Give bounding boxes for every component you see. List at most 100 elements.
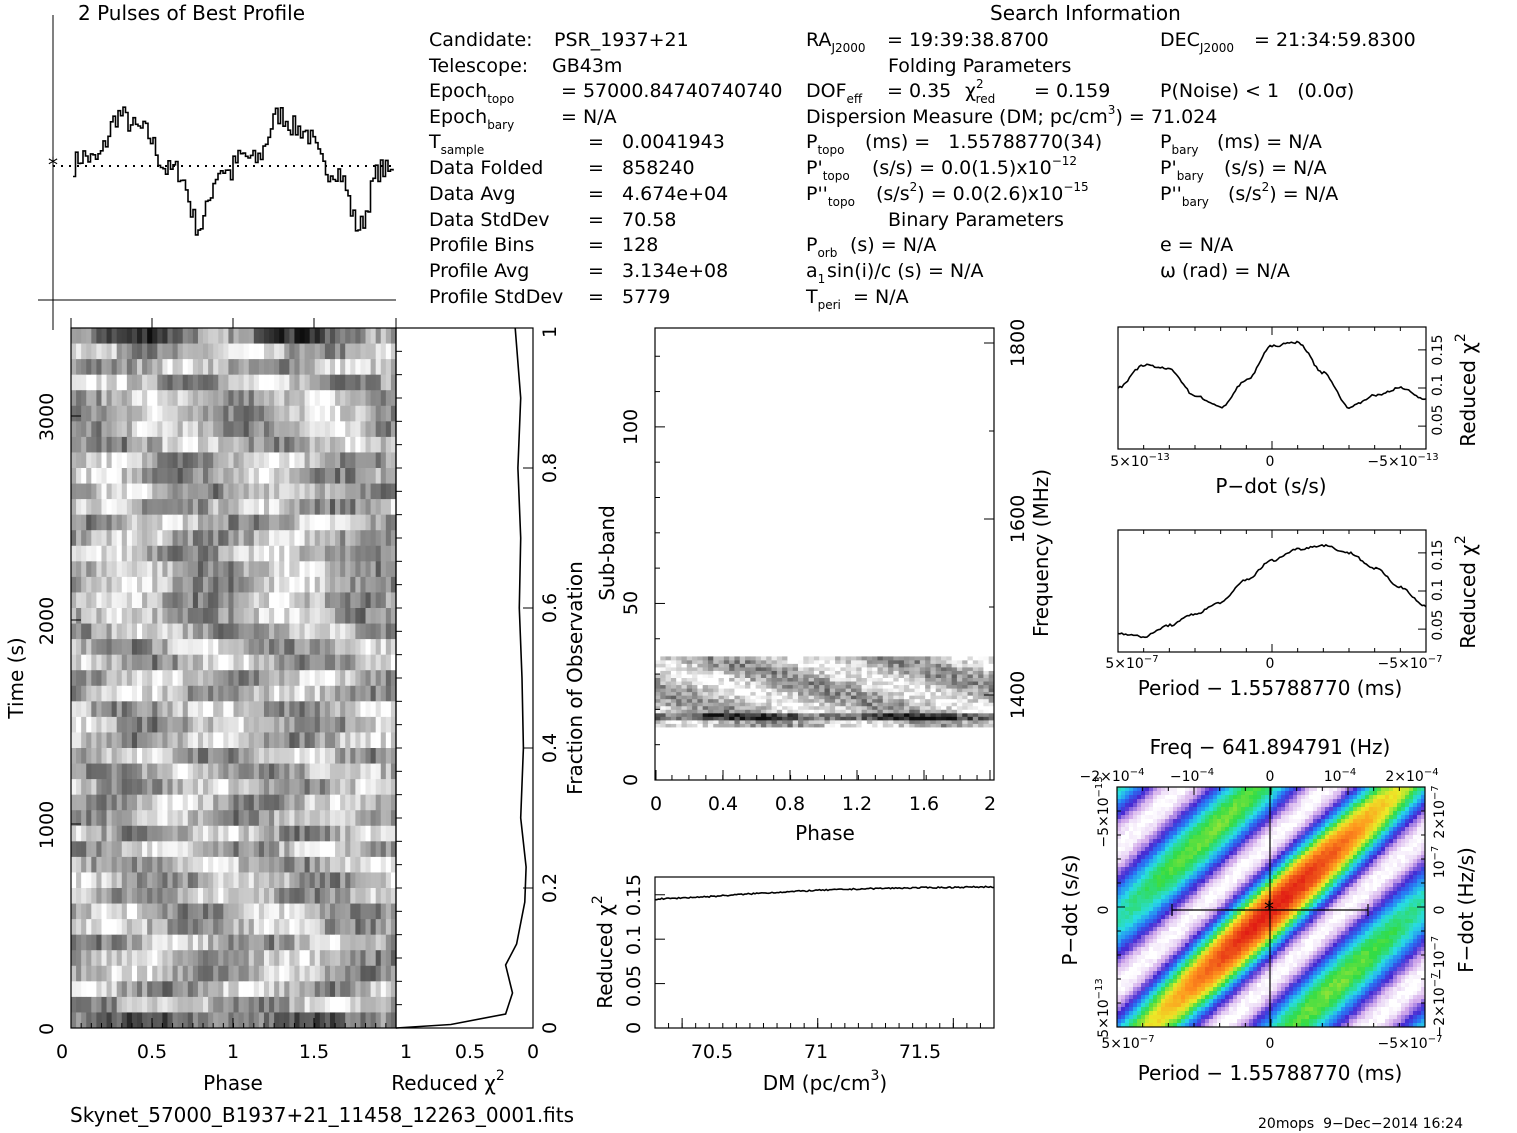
pt-cell	[106, 950, 113, 967]
pt-cell	[253, 468, 260, 484]
pt-cell	[345, 779, 351, 796]
pt-cell	[335, 499, 341, 516]
pt-cell	[370, 981, 377, 998]
ppp-cell	[1329, 799, 1334, 804]
pt-cell	[238, 810, 245, 827]
pt-cell	[345, 903, 351, 920]
pt-cell	[192, 374, 199, 391]
ppp-cell	[1349, 787, 1354, 792]
pt-cell	[131, 514, 138, 531]
sb-cell	[766, 719, 772, 724]
ppp-cell	[1337, 803, 1342, 808]
pt-cell	[106, 981, 113, 998]
pt-cell	[375, 763, 382, 780]
epoch-topo-value: = 57000.84740740740	[561, 80, 782, 102]
pt-cell	[365, 405, 372, 422]
pt-cell	[162, 841, 168, 858]
pt-cell	[177, 483, 184, 500]
pt-cell	[258, 576, 265, 593]
sb-cell	[787, 681, 794, 686]
sb-cell	[909, 667, 915, 671]
pt-cell	[279, 343, 285, 360]
pt-cell	[86, 328, 92, 344]
ppp-cell	[1205, 803, 1210, 808]
ppp-cell	[1345, 787, 1350, 792]
sb-cell	[861, 684, 868, 689]
sb-cell	[745, 695, 751, 700]
pt-cell	[355, 499, 361, 516]
sb-cell	[670, 667, 677, 671]
pt-cell	[263, 530, 270, 547]
pt-cell	[203, 981, 209, 998]
sb-cell	[776, 712, 783, 717]
sb-cell	[988, 688, 995, 693]
pt-cell	[152, 468, 158, 484]
pt-cell	[299, 436, 305, 453]
pt-cell	[258, 841, 265, 858]
pt-cell	[304, 888, 311, 904]
pt-cell	[131, 343, 138, 360]
pt-cell	[243, 1012, 250, 1029]
pt-cell	[86, 670, 92, 687]
sb-cell	[914, 688, 921, 693]
pt-cell	[142, 654, 148, 671]
pt-cell	[309, 841, 316, 858]
sb-cell	[840, 663, 847, 668]
pt-cell	[253, 996, 260, 1013]
pt-cell	[319, 810, 326, 827]
sb-cell	[956, 659, 963, 664]
ppp-cell	[1129, 811, 1134, 816]
sb-cell	[919, 702, 926, 707]
pt-cell	[289, 390, 295, 407]
sb-cell	[983, 659, 990, 664]
sb-cell	[665, 712, 672, 717]
ppp-cell	[1353, 795, 1358, 800]
pt-cell	[269, 888, 275, 904]
sb-cell	[676, 719, 682, 724]
pt-cell	[111, 934, 118, 951]
pt-cell	[299, 794, 305, 811]
ppp-cell	[1413, 791, 1418, 796]
sb-cell	[935, 702, 942, 707]
folding-title: Folding Parameters	[888, 55, 1071, 77]
pt-cell	[218, 996, 224, 1013]
ppp-cell	[1325, 799, 1330, 804]
pt-cell	[172, 374, 179, 391]
pt-cell	[101, 405, 107, 422]
pt-cell	[203, 888, 209, 904]
pt-cell	[81, 468, 87, 484]
sb-cell	[755, 712, 762, 717]
pt-cell	[147, 825, 153, 842]
sb-cell	[692, 709, 698, 714]
pt-cell	[213, 343, 219, 360]
pt-cell	[335, 608, 341, 624]
pt-cell	[345, 732, 351, 749]
sb-cell	[856, 681, 862, 686]
sb-cell	[909, 656, 915, 661]
pt-cell	[248, 934, 255, 951]
pt-cell	[360, 965, 366, 982]
pt-cell	[192, 763, 199, 780]
pt-cell	[76, 390, 82, 407]
sb-cell	[893, 677, 900, 682]
pt-cell	[370, 919, 377, 936]
sb-cell	[951, 667, 958, 671]
rct-ytick-0: 0	[539, 1022, 561, 1034]
pt-cell	[375, 483, 382, 500]
pt-cell	[375, 405, 382, 422]
sb-cell	[670, 659, 677, 664]
pt-cell	[248, 390, 255, 407]
pt-cell	[142, 530, 148, 547]
pt-cell	[269, 919, 275, 936]
pt-cell	[329, 328, 336, 344]
sb-cell	[988, 723, 995, 728]
pt-cell	[76, 748, 82, 764]
pt-cell	[258, 732, 265, 749]
pt-cell	[314, 654, 321, 671]
ppp-cell	[1137, 803, 1142, 808]
pt-cell	[71, 592, 77, 609]
pt-cell	[147, 623, 153, 640]
pt-cell	[309, 919, 316, 936]
ppp-cell	[1245, 791, 1250, 796]
pt-cell	[289, 436, 295, 453]
